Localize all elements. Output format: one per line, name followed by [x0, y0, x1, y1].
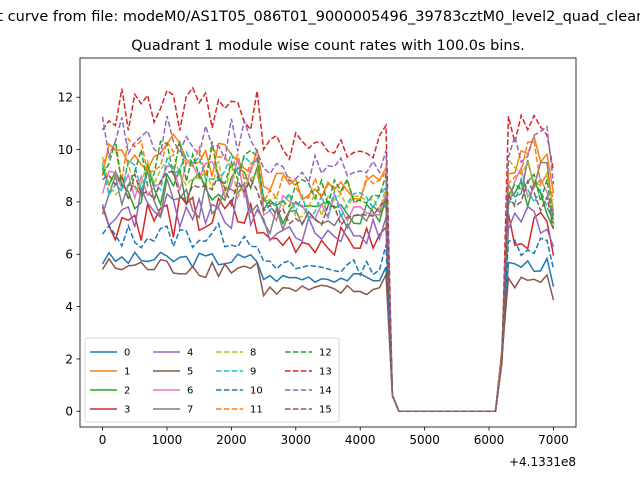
y-tick-label: 12 — [58, 91, 73, 105]
legend-label-13: 13 — [319, 367, 332, 378]
chart-suptitle: Light curve from file: modeM0/AS1T05_086… — [0, 9, 640, 25]
legend-label-5: 5 — [187, 367, 193, 378]
legend-label-14: 14 — [319, 386, 332, 397]
legend-label-10: 10 — [250, 386, 263, 397]
x-tick-label: 1000 — [152, 433, 183, 447]
x-tick-label: 6000 — [474, 433, 505, 447]
legend-label-2: 2 — [124, 386, 130, 397]
x-tick-label: 3000 — [281, 433, 312, 447]
legend-label-12: 12 — [319, 348, 332, 359]
legend-label-11: 11 — [250, 405, 263, 416]
legend-label-7: 7 — [187, 405, 193, 416]
x-tick-label: 4000 — [345, 433, 376, 447]
series-lines — [101, 86, 555, 413]
y-tick-label: 8 — [65, 195, 73, 209]
y-tick-label: 0 — [65, 405, 73, 419]
legend-label-3: 3 — [124, 405, 130, 416]
x-offset-label: +4.1331e8 — [509, 455, 576, 469]
series-line-8 — [101, 153, 555, 413]
x-tick-label: 2000 — [216, 433, 247, 447]
legend-label-8: 8 — [250, 348, 256, 359]
legend-label-1: 1 — [124, 367, 130, 378]
y-tick-label: 2 — [65, 352, 73, 366]
x-tick-label: 5000 — [409, 433, 440, 447]
chart-title: Quadrant 1 module wise count rates with … — [131, 38, 525, 54]
y-tick-label: 4 — [65, 300, 73, 314]
plot-frame — [79, 57, 577, 428]
legend-label-6: 6 — [187, 386, 193, 397]
legend-box — [84, 337, 340, 423]
legend-label-4: 4 — [187, 348, 193, 359]
legend-label-9: 9 — [250, 367, 256, 378]
legend-label-15: 15 — [319, 405, 332, 416]
x-tick-label: 0 — [99, 433, 107, 447]
x-tick-label: 7000 — [538, 433, 569, 447]
series-line-15 — [102, 170, 555, 413]
legend-label-0: 0 — [124, 348, 130, 359]
y-tick-label: 6 — [65, 248, 73, 262]
y-tick-label: 10 — [58, 143, 73, 157]
